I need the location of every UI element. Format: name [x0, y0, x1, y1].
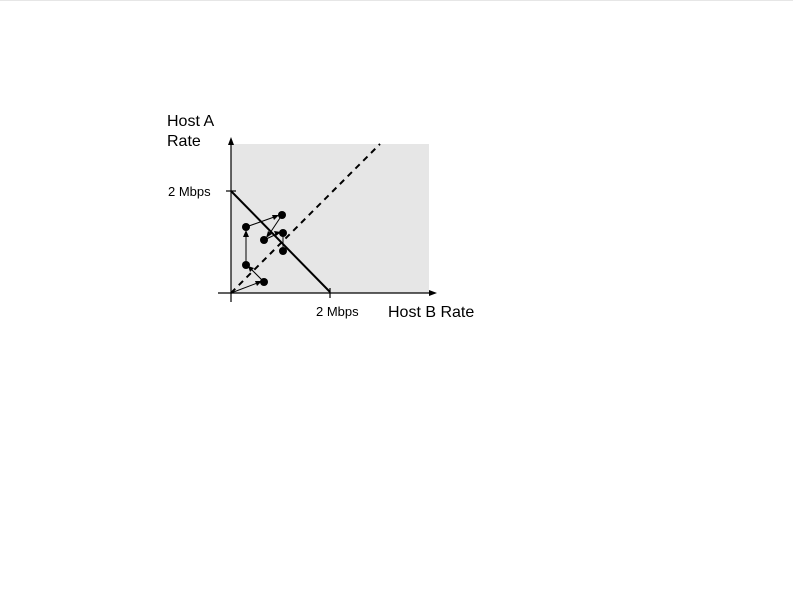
top-border — [0, 0, 793, 1]
shaded-region — [231, 144, 429, 293]
x-tick-label: 2 Mbps — [316, 304, 359, 319]
point-3 — [242, 223, 250, 231]
equal-share-line — [230, 143, 381, 294]
arrowhead-3 — [243, 230, 249, 237]
y-axis-title-line2: Rate — [167, 133, 201, 150]
point-5 — [260, 236, 268, 244]
trajectory-points — [242, 211, 287, 286]
point-7 — [279, 247, 287, 255]
point-1 — [260, 278, 268, 286]
full-utilization-line — [230, 190, 331, 293]
point-6 — [279, 229, 287, 237]
trajectory-arrow-1 — [230, 281, 261, 294]
trajectory-arrow-4 — [245, 215, 278, 228]
point-2 — [242, 261, 250, 269]
x-axis-arrow — [429, 290, 437, 296]
point-4 — [278, 211, 286, 219]
y-tick-label: 2 Mbps — [168, 184, 211, 199]
y-axis-arrow — [228, 137, 234, 145]
trajectory — [230, 214, 284, 294]
arrowhead-2 — [248, 266, 254, 272]
x-axis-title: Host B Rate — [388, 304, 474, 321]
trajectory-arrow-5 — [267, 214, 283, 237]
arrowhead-4 — [272, 215, 279, 220]
arrowhead-5 — [266, 231, 272, 238]
y-axis-title-line1: Host A — [167, 113, 214, 130]
